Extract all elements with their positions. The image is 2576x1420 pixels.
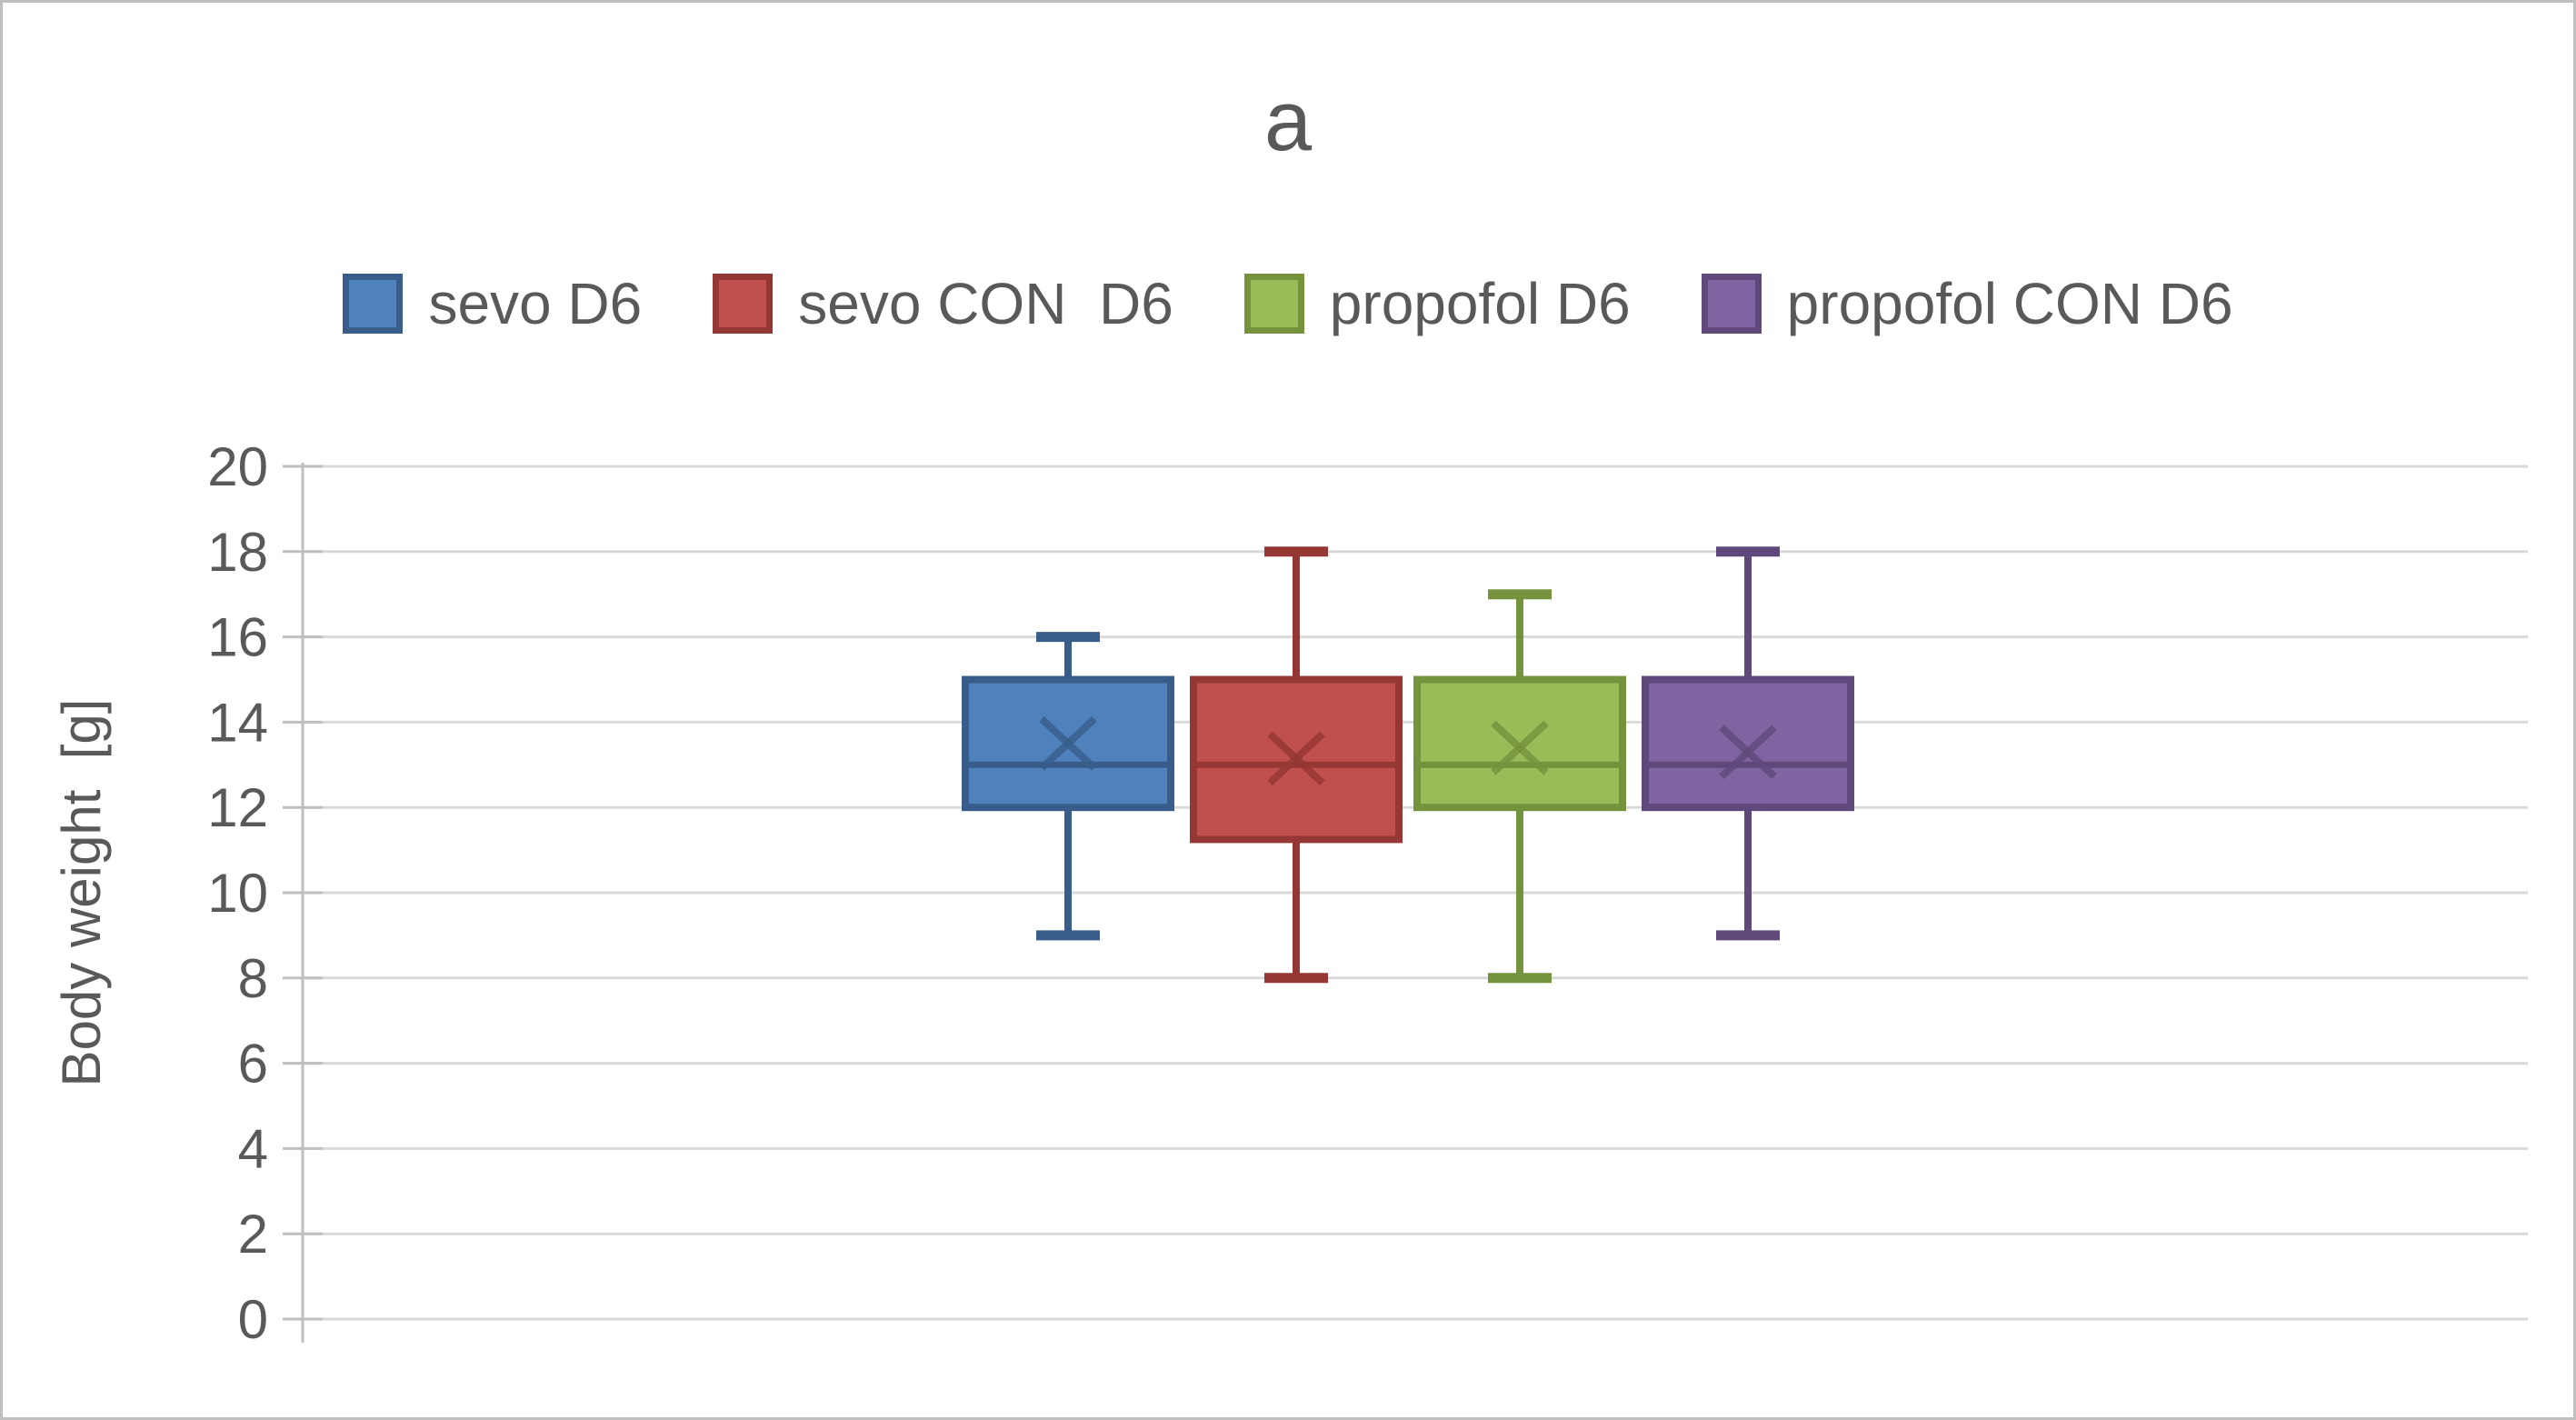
y-tick-label-4: 4 — [238, 1118, 268, 1179]
legend-swatch-propofol-d6-icon — [1243, 274, 1304, 334]
y-tick-label-20: 20 — [207, 436, 268, 497]
mean-marker-sevo-con-d6 — [1267, 731, 1325, 786]
legend-item-sevo-con-d6: sevo CON D6 — [713, 270, 1173, 337]
legend-label-sevo-d6: sevo D6 — [428, 271, 643, 336]
legend-label-sevo-con-d6: sevo CON D6 — [798, 271, 1173, 336]
legend: sevo D6 sevo CON D6 propofol D6 propofol… — [3, 270, 2573, 337]
boxplot-canvas: 0 2 4 6 8 10 12 14 16 18 20 Body weight [g] — [51, 436, 2528, 1350]
mean-marker-sevo-d6 — [1039, 715, 1097, 771]
mean-marker-propofol-con-d6 — [1719, 725, 1777, 780]
legend-label-propofol-d6: propofol D6 — [1329, 271, 1631, 336]
y-tick-label-6: 6 — [238, 1034, 268, 1095]
y-tick-label-10: 10 — [207, 863, 268, 924]
legend-item-propofol-con-d6: propofol CON D6 — [1701, 270, 2233, 337]
y-tick-label-8: 8 — [238, 948, 268, 1009]
legend-label-propofol-con-d6: propofol CON D6 — [1786, 271, 2233, 336]
legend-item-propofol-d6: propofol D6 — [1243, 270, 1631, 337]
box-propofol-con-d6 — [1642, 675, 1854, 812]
y-tick-label-16: 16 — [207, 607, 268, 668]
legend-swatch-propofol-con-d6-icon — [1701, 274, 1762, 334]
y-tick-label-18: 18 — [207, 522, 268, 583]
legend-item-sevo-d6: sevo D6 — [343, 270, 642, 337]
y-tick-label-0: 0 — [238, 1289, 268, 1350]
mean-marker-propofol-d6 — [1491, 720, 1549, 775]
legend-swatch-sevo-con-d6-icon — [713, 274, 774, 334]
legend-swatch-sevo-d6-icon — [343, 274, 404, 334]
y-axis-title: Body weight [g] — [51, 699, 112, 1087]
y-tick-label-12: 12 — [207, 777, 268, 838]
chart-title: a — [1263, 73, 1313, 168]
y-tick-label-2: 2 — [238, 1204, 268, 1265]
y-tick-label-14: 14 — [207, 692, 268, 753]
